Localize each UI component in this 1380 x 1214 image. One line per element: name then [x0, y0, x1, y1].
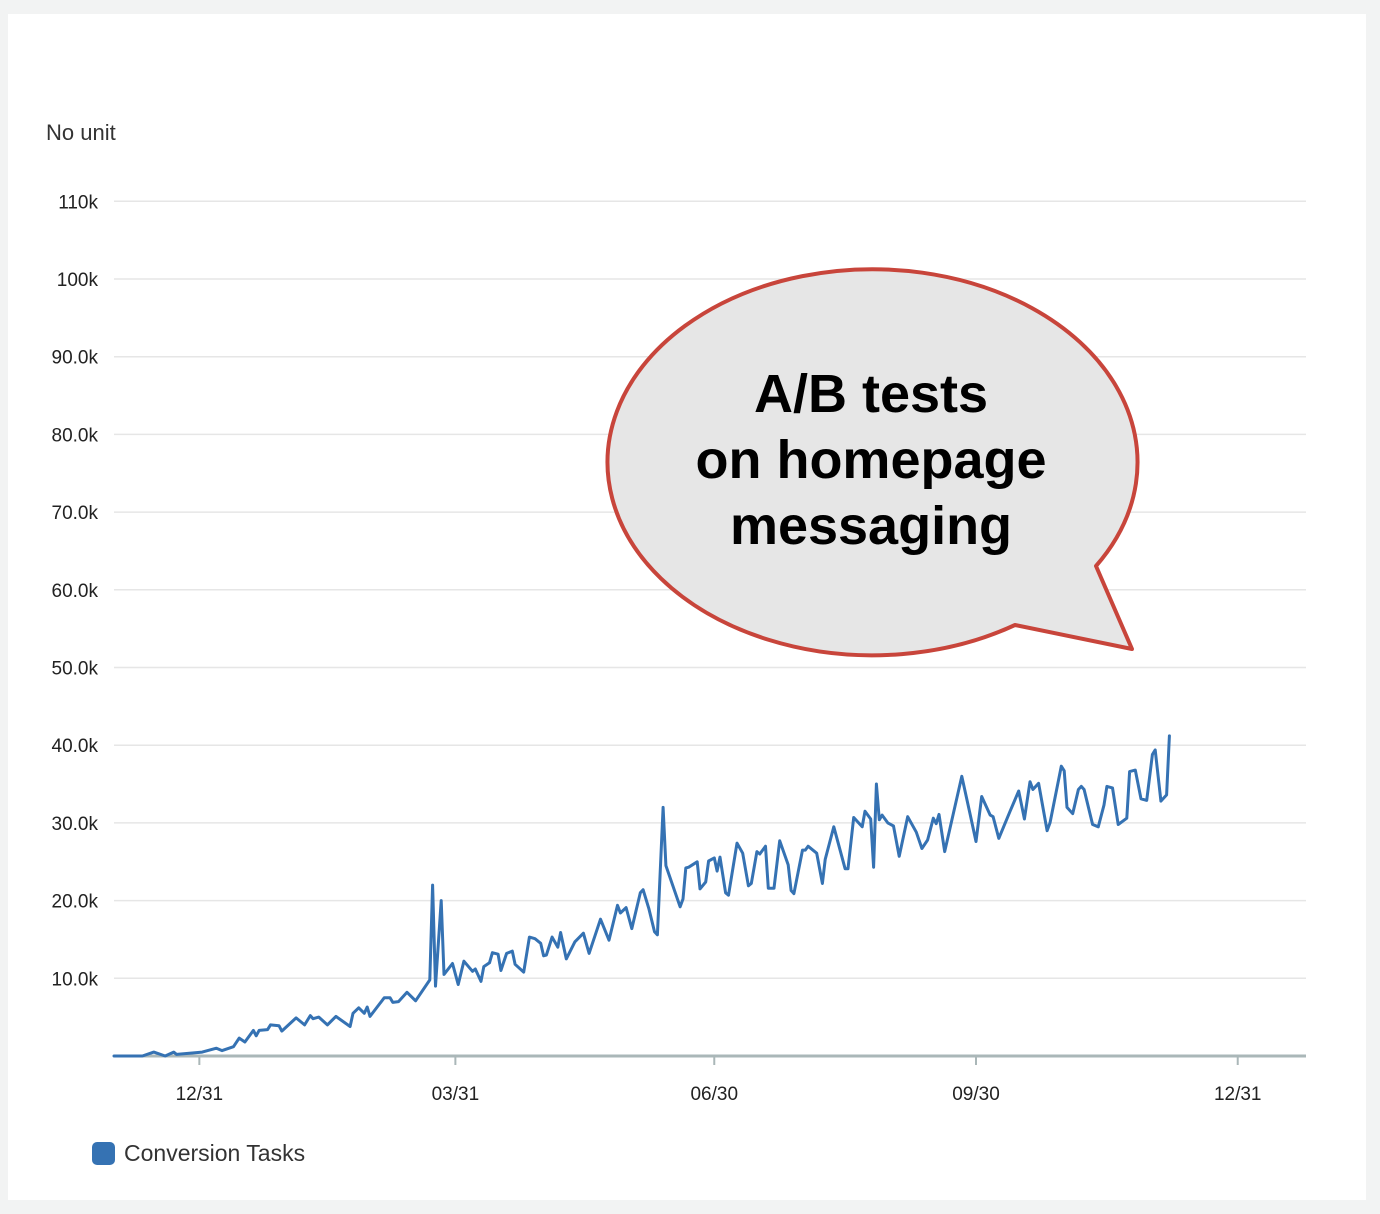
gridlines [114, 200, 1306, 980]
legend-swatch [92, 1142, 115, 1165]
y-tick-label: 100k [57, 270, 99, 291]
y-tick-label: 20.0k [52, 892, 99, 913]
y-tick-label: 50.0k [52, 659, 99, 680]
annotation-bubble [605, 267, 1140, 658]
x-tick-label: 06/30 [690, 1084, 738, 1105]
y-tick-label: 90.0k [52, 348, 99, 369]
y-tick-label: 10.0k [52, 969, 99, 990]
y-tick-label: 30.0k [52, 814, 99, 835]
y-tick-label: 60.0k [52, 581, 99, 602]
x-tick-label: 12/31 [176, 1084, 224, 1105]
y-tick-label: 70.0k [52, 503, 99, 524]
x-tick-label: 12/31 [1214, 1084, 1262, 1105]
annotation-callout: A/B tests on homepage messaging [605, 267, 1140, 658]
y-axis-unit-label: No unit [46, 120, 116, 145]
y-tick-label: 40.0k [52, 736, 99, 757]
annotation-text-line-2: on homepage [695, 430, 1046, 490]
series-line [112, 734, 1171, 1058]
chart-panel: No unit 10.0k 20.0k 30.0k 40.0k 50.0k 60.0k 70… [8, 14, 1366, 1200]
y-tick-label: 110k [58, 192, 98, 213]
legend-label: Conversion Tasks [124, 1140, 306, 1166]
x-axis-ticks: 12/31 03/31 06/30 09/30 12/31 [176, 1056, 1262, 1105]
x-tick-label: 09/30 [952, 1084, 1000, 1105]
x-tick-label: 03/31 [432, 1084, 480, 1105]
annotation-text-line-3: messaging [730, 496, 1012, 556]
legend[interactable]: Conversion Tasks [92, 1140, 305, 1167]
annotation-text-line-1: A/B tests [754, 364, 988, 424]
line-chart: 10.0k 20.0k 30.0k 40.0k 50.0k 60.0k 70.0k 80.0k… [52, 192, 1306, 1105]
y-tick-label: 80.0k [52, 425, 99, 446]
y-axis-ticks: 10.0k 20.0k 30.0k 40.0k 50.0k 60.0k 70.0k 80.0k… [52, 192, 99, 990]
series-lines [112, 734, 1171, 1058]
